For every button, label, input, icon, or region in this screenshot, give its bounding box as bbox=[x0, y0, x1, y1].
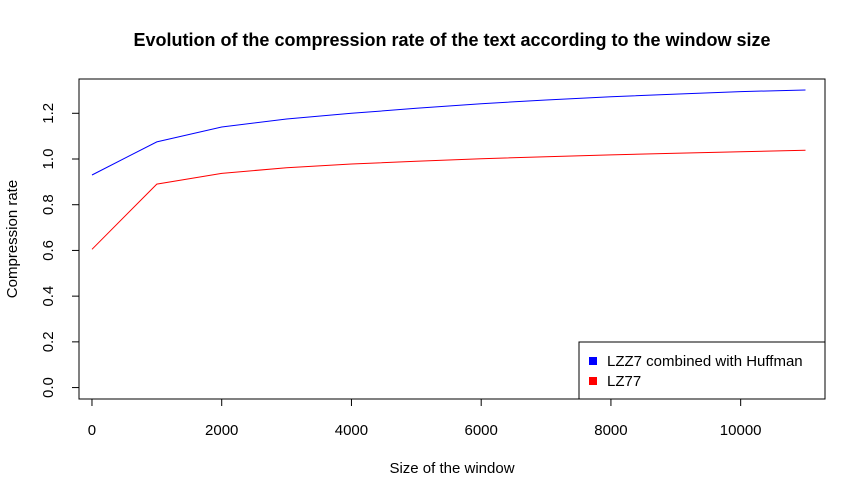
legend-label: LZ77 bbox=[607, 373, 641, 390]
x-tick-label: 2000 bbox=[205, 422, 238, 439]
x-axis-label: Size of the window bbox=[389, 460, 514, 477]
legend-swatch bbox=[589, 377, 597, 385]
legend-label: LZZ7 combined with Huffman bbox=[607, 353, 803, 370]
y-tick-label: 1.2 bbox=[40, 103, 57, 124]
legend-swatch bbox=[589, 357, 597, 365]
series-layer bbox=[91, 89, 806, 250]
y-tick-label: 0.8 bbox=[40, 194, 57, 215]
series-line bbox=[91, 149, 806, 250]
x-tick-label: 4000 bbox=[335, 422, 368, 439]
y-tick-label: 0.4 bbox=[40, 286, 57, 307]
legend-box bbox=[578, 341, 826, 400]
x-tick-label: 8000 bbox=[594, 422, 627, 439]
x-axis: 0 2000 4000 6000 8000 10000 bbox=[88, 398, 762, 439]
y-tick-label: 0.6 bbox=[40, 240, 57, 261]
series-line bbox=[91, 89, 806, 176]
y-tick-label: 1.0 bbox=[40, 149, 57, 170]
x-tick-label: 6000 bbox=[465, 422, 498, 439]
y-tick-label: 0.0 bbox=[40, 377, 57, 398]
x-tick-label: 0 bbox=[88, 422, 96, 439]
x-tick-label: 10000 bbox=[720, 422, 762, 439]
y-axis-label: Compression rate bbox=[4, 180, 21, 298]
chart-title: Evolution of the compression rate of the… bbox=[133, 30, 770, 50]
y-tick-label: 0.2 bbox=[40, 331, 57, 352]
y-axis: 0.0 0.2 0.4 0.6 0.8 1.0 1.2 bbox=[40, 103, 80, 398]
legend: LZZ7 combined with Huffman LZ77 bbox=[578, 341, 826, 400]
